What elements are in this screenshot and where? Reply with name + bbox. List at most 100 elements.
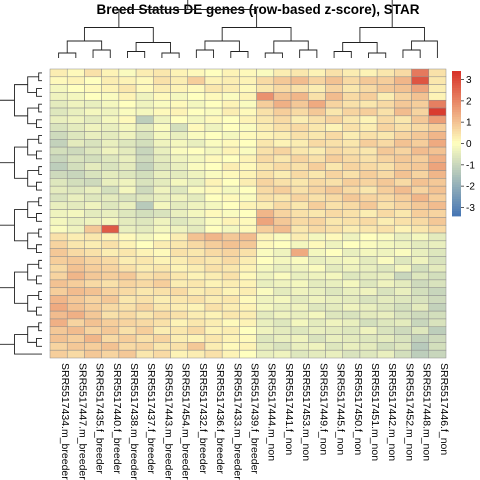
heatmap-cell <box>376 131 395 140</box>
heatmap-cell <box>290 224 309 234</box>
heatmap-cell <box>170 224 188 234</box>
legend-tick-label: -2 <box>466 182 475 193</box>
heatmap-cell <box>239 76 257 85</box>
heatmap-cell <box>221 279 240 288</box>
heatmap-cell <box>153 84 171 93</box>
legend-swatch <box>452 129 461 132</box>
heatmap-cell <box>49 342 68 351</box>
heatmap-cell <box>101 99 120 109</box>
heatmap-cell <box>239 209 257 218</box>
heatmap-cell <box>290 209 309 218</box>
heatmap-cell <box>411 170 430 179</box>
legend-swatch <box>452 199 461 202</box>
heatmap-cell <box>204 185 223 195</box>
heatmap-cell <box>359 146 378 156</box>
heatmap-cell <box>221 271 240 281</box>
heatmap-cell <box>273 303 292 312</box>
heatmap-cell <box>170 107 188 117</box>
heatmap-cell <box>118 256 137 265</box>
heatmap-cell <box>221 303 240 312</box>
heatmap-cell <box>359 279 378 288</box>
heatmap-cell <box>394 271 412 281</box>
heatmap-cell <box>221 256 240 265</box>
heatmap-cell <box>66 193 85 203</box>
heatmap-cell <box>49 209 68 218</box>
heatmap-cell <box>394 115 412 124</box>
heatmap-cell <box>394 84 412 93</box>
heatmap-cell <box>204 162 223 171</box>
heatmap-cell <box>118 240 137 249</box>
heatmap-cell <box>376 287 395 296</box>
heatmap-cell <box>49 310 68 320</box>
heatmap-cell <box>342 318 361 328</box>
heatmap-cell <box>376 193 395 203</box>
heatmap-cell <box>84 162 102 171</box>
heatmap-cell <box>428 170 447 179</box>
heatmap-cell <box>101 123 120 132</box>
heatmap-cell <box>66 310 85 320</box>
heatmap-cell <box>221 326 240 335</box>
heatmap-cell <box>394 146 412 156</box>
dendrogram-link <box>38 72 42 82</box>
heatmap-cell <box>411 224 430 234</box>
heatmap-cell <box>411 154 430 163</box>
heatmap-cell <box>239 123 257 132</box>
column-labels: SRR5517434.m_breeder SRR5517447.m_breeder… <box>59 363 450 480</box>
heatmap-cell <box>394 68 412 78</box>
heatmap-cell <box>135 84 154 93</box>
heatmap-cell <box>256 334 275 343</box>
heatmap-cell <box>273 295 292 304</box>
heatmap-cell <box>239 178 257 187</box>
heatmap-cell <box>342 170 361 179</box>
heatmap-cell <box>239 92 257 101</box>
heatmap-cell <box>290 68 309 78</box>
heatmap-cell <box>394 232 412 242</box>
heatmap-cell <box>204 209 223 218</box>
dendrogram-link <box>27 138 39 156</box>
legend-swatch <box>452 87 461 91</box>
heatmap-cell <box>84 154 102 163</box>
heatmap-cell <box>273 162 292 171</box>
heatmap-cell <box>66 303 85 312</box>
heatmap-cell <box>256 178 275 187</box>
heatmap-cell <box>221 92 240 101</box>
heatmap-cell <box>273 201 292 210</box>
heatmap-cell <box>170 185 188 195</box>
heatmap-cell <box>153 334 171 343</box>
heatmap-cell <box>308 342 326 351</box>
heatmap-cell <box>256 146 275 156</box>
heatmap-cell <box>135 201 154 210</box>
heatmap-cell <box>66 248 85 257</box>
heatmap-cell <box>411 76 430 85</box>
heatmap-cell <box>308 209 326 218</box>
heatmap-cell <box>170 287 188 296</box>
heatmap-cell <box>411 217 430 226</box>
heatmap-cell <box>290 264 309 273</box>
heatmap-cell <box>153 193 171 203</box>
heatmap-cell <box>394 131 412 140</box>
heatmap-cell <box>394 310 412 320</box>
heatmap-cell <box>101 92 120 101</box>
heatmap-cell <box>273 240 292 249</box>
heatmap-cell <box>308 139 326 148</box>
heatmap-cell <box>221 217 240 226</box>
heatmap-cell <box>84 295 102 304</box>
heatmap-cell <box>153 217 171 226</box>
heatmap-cell <box>342 295 361 304</box>
heatmap-cell <box>411 115 430 124</box>
heatmap-cell <box>308 201 326 210</box>
heatmap-cell <box>101 271 120 281</box>
column-label: SRR5517438.m_breeder <box>128 363 140 480</box>
heatmap-cell <box>428 264 447 273</box>
heatmap-cell <box>187 123 206 132</box>
heatmap-cell <box>239 170 257 179</box>
heatmap-cell <box>376 334 395 343</box>
column-label: SRR5517439.f_breeder <box>249 363 261 474</box>
heatmap-cell <box>411 240 430 249</box>
heatmap-cell <box>256 264 275 273</box>
heatmap-cell <box>376 240 395 249</box>
heatmap-cell <box>273 131 292 140</box>
heatmap-cell <box>101 178 120 187</box>
heatmap-cell <box>394 342 412 351</box>
heatmap-cell <box>135 217 154 226</box>
